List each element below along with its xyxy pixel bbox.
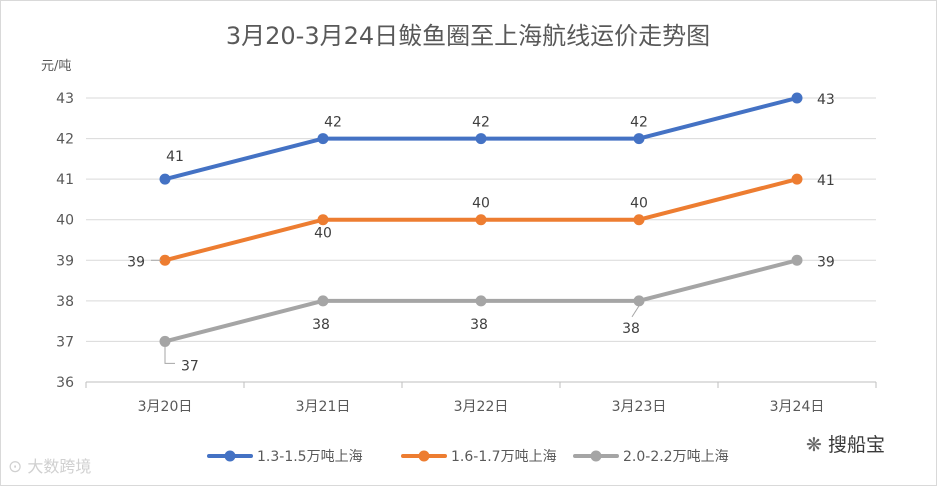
chart-title: 3月20-3月24日鲅鱼圈至上海航线运价走势图 bbox=[226, 22, 710, 50]
data-point bbox=[317, 214, 329, 226]
data-label: 42 bbox=[324, 115, 342, 131]
data-label: 42 bbox=[472, 115, 490, 131]
watermark-right-text: 搜船宝 bbox=[827, 434, 885, 456]
series-lines bbox=[159, 92, 803, 347]
legend-swatch-marker bbox=[590, 450, 602, 462]
data-point bbox=[317, 133, 329, 145]
data-point bbox=[633, 214, 645, 226]
data-label: 42 bbox=[630, 115, 648, 131]
watermark-left: ⊙ 大数跨境 bbox=[8, 453, 91, 477]
x-tick-label: 3月24日 bbox=[770, 399, 825, 415]
x-tick-label: 3月20日 bbox=[138, 399, 193, 415]
x-tick-label: 3月22日 bbox=[454, 399, 509, 415]
data-label: 41 bbox=[817, 173, 835, 189]
legend-swatch-marker bbox=[418, 450, 430, 462]
legend-label: 2.0-2.2万吨上海 bbox=[623, 449, 729, 465]
data-point bbox=[633, 295, 645, 307]
data-label: 40 bbox=[630, 196, 648, 212]
y-tick-label: 39 bbox=[56, 253, 74, 269]
leader-line bbox=[164, 346, 175, 364]
y-tick-label: 43 bbox=[56, 91, 74, 107]
data-label: 37 bbox=[181, 358, 199, 374]
data-labels: 41 42 42 42 43 39 40 40 40 41 37 38 38 38 39 bbox=[127, 92, 835, 374]
data-point bbox=[159, 173, 171, 185]
data-label: 43 bbox=[817, 92, 835, 108]
y-tick-label: 36 bbox=[56, 375, 74, 391]
y-axis-label: 元/吨 bbox=[41, 59, 71, 74]
y-tick-label: 37 bbox=[56, 334, 74, 350]
gridlines bbox=[85, 97, 877, 388]
data-label: 38 bbox=[470, 317, 488, 333]
data-point bbox=[475, 133, 487, 145]
y-tick-label: 38 bbox=[56, 294, 74, 310]
data-label: 40 bbox=[472, 196, 490, 212]
x-tick-label: 3月23日 bbox=[612, 399, 667, 415]
legend-label: 1.3-1.5万吨上海 bbox=[257, 449, 363, 465]
x-tick-labels: 3月20日 3月21日 3月22日 3月23日 3月24日 bbox=[138, 399, 825, 415]
data-point bbox=[791, 254, 803, 266]
data-label: 40 bbox=[314, 226, 332, 242]
legend-swatch-marker bbox=[224, 450, 236, 462]
x-tick-label: 3月21日 bbox=[296, 399, 351, 415]
weibo-icon: ⊙ bbox=[8, 457, 23, 477]
leader-line bbox=[631, 305, 640, 318]
watermark-right: ❋ 搜船宝 bbox=[806, 430, 885, 457]
data-label: 38 bbox=[622, 321, 640, 337]
watermark-left-text: 大数跨境 bbox=[27, 457, 92, 476]
data-label: 39 bbox=[127, 254, 145, 270]
legend: 1.3-1.5万吨上海 1.6-1.7万吨上海 2.0-2.2万吨上海 bbox=[207, 449, 729, 465]
y-tick-label: 42 bbox=[56, 132, 74, 148]
data-point bbox=[159, 254, 171, 266]
y-tick-label: 40 bbox=[56, 213, 74, 229]
data-point bbox=[475, 295, 487, 307]
data-label: 39 bbox=[817, 254, 835, 270]
data-label: 41 bbox=[166, 149, 184, 165]
wechat-icon: ❋ bbox=[806, 434, 822, 456]
y-tick-labels: 36 37 38 39 40 41 42 43 bbox=[56, 91, 74, 391]
data-point bbox=[633, 133, 645, 145]
data-point bbox=[791, 92, 803, 104]
data-point bbox=[159, 335, 171, 347]
y-tick-label: 41 bbox=[56, 172, 74, 188]
data-point bbox=[791, 173, 803, 185]
data-label: 38 bbox=[312, 317, 330, 333]
data-point bbox=[475, 214, 487, 226]
data-point bbox=[317, 295, 329, 307]
legend-label: 1.6-1.7万吨上海 bbox=[451, 449, 557, 465]
